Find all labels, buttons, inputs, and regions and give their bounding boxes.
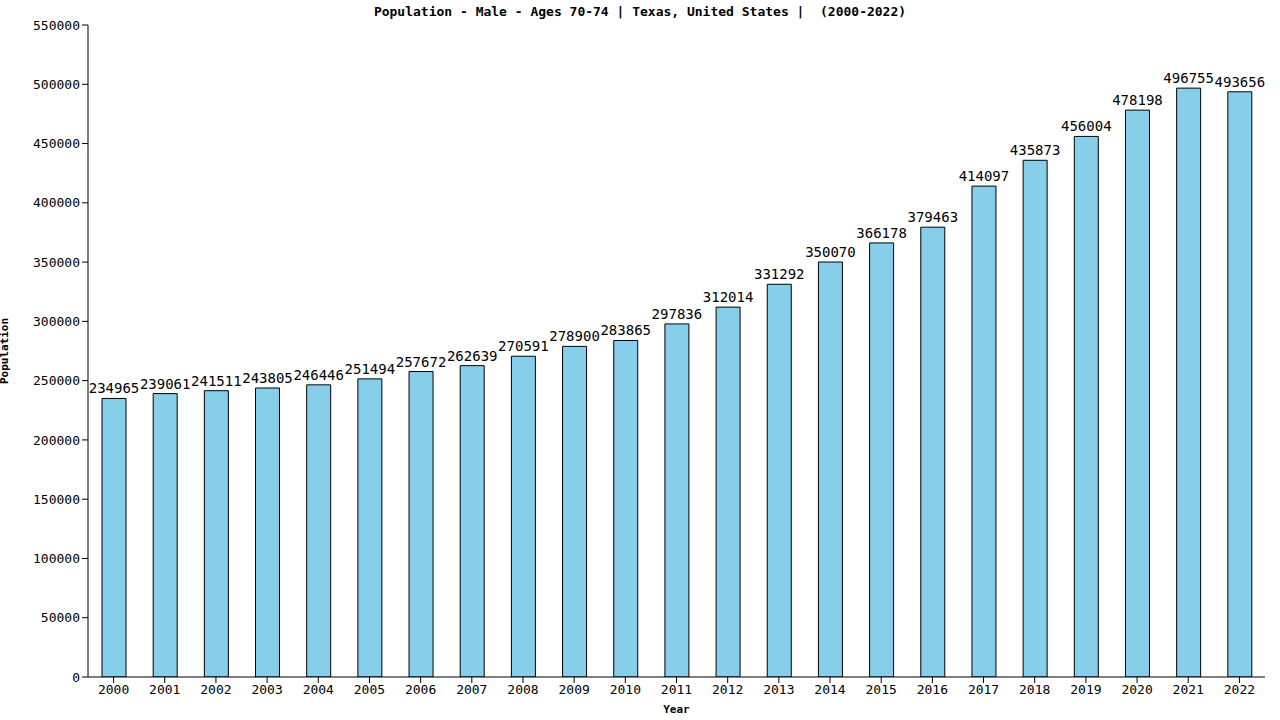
svg-text:150000: 150000 (33, 492, 80, 507)
svg-text:2010: 2010 (610, 682, 641, 697)
svg-text:2018: 2018 (1019, 682, 1050, 697)
html-text:Population - Male - Ages 70-74: Population - Male - Ages 70-74 | Texas, … (373, 4, 907, 19)
svg-text:400000: 400000 (33, 195, 80, 210)
svg-text:379463: 379463 (907, 209, 958, 225)
svg-text:200000: 200000 (33, 433, 80, 448)
svg-text:366178: 366178 (856, 225, 907, 241)
svg-text:2016: 2016 (917, 682, 948, 697)
svg-text:2017: 2017 (968, 682, 999, 697)
svg-text:331292: 331292 (754, 266, 805, 282)
svg-text:251494: 251494 (345, 361, 396, 377)
svg-text:2006: 2006 (405, 682, 436, 697)
svg-text:350070: 350070 (805, 244, 856, 260)
svg-text:550000: 550000 (33, 18, 80, 33)
svg-text:100000: 100000 (33, 551, 80, 566)
svg-text:2019: 2019 (1070, 682, 1101, 697)
svg-text:2002: 2002 (200, 682, 231, 697)
svg-text:300000: 300000 (33, 314, 80, 329)
svg-text:2008: 2008 (507, 682, 538, 697)
svg-text:Year: Year (663, 703, 690, 716)
svg-text:2021: 2021 (1173, 682, 1204, 697)
svg-text:283865: 283865 (600, 322, 651, 338)
svg-text:2004: 2004 (303, 682, 334, 697)
svg-text:234965: 234965 (89, 380, 140, 396)
svg-text:456004: 456004 (1061, 118, 1112, 134)
svg-text:278900: 278900 (549, 328, 600, 344)
svg-text:2009: 2009 (558, 682, 589, 697)
svg-text:262639: 262639 (447, 348, 498, 364)
svg-text:243805: 243805 (242, 370, 293, 386)
svg-text:500000: 500000 (33, 77, 80, 92)
svg-text:2000: 2000 (98, 682, 129, 697)
svg-text:250000: 250000 (33, 373, 80, 388)
svg-text:270591: 270591 (498, 338, 549, 354)
svg-text:246446: 246446 (293, 367, 344, 383)
svg-text:Population: Population (8, 318, 11, 384)
svg-text:2012: 2012 (712, 682, 743, 697)
svg-text:496755: 496755 (1163, 70, 1214, 86)
svg-text:2001: 2001 (149, 682, 180, 697)
svg-text:435873: 435873 (1010, 142, 1061, 158)
svg-text:2011: 2011 (661, 682, 692, 697)
svg-text:2003: 2003 (251, 682, 282, 697)
svg-text:2020: 2020 (1121, 682, 1152, 697)
svg-text:2014: 2014 (814, 682, 845, 697)
svg-text:2022: 2022 (1224, 682, 1255, 697)
svg-text:350000: 350000 (33, 255, 80, 270)
svg-text:241511: 241511 (191, 373, 242, 389)
svg-text:478198: 478198 (1112, 92, 1163, 108)
svg-text:493656: 493656 (1215, 74, 1266, 90)
svg-text:2015: 2015 (866, 682, 897, 697)
svg-text:2005: 2005 (354, 682, 385, 697)
svg-text:414097: 414097 (959, 168, 1010, 184)
svg-text:0: 0 (72, 670, 80, 685)
svg-text:2007: 2007 (456, 682, 487, 697)
svg-text:2013: 2013 (763, 682, 794, 697)
svg-text:239061: 239061 (140, 376, 191, 392)
svg-text:50000: 50000 (41, 610, 80, 625)
svg-text:450000: 450000 (33, 136, 80, 151)
svg-text:257672: 257672 (396, 354, 447, 370)
svg-text:312014: 312014 (703, 289, 754, 305)
svg-text:297836: 297836 (652, 306, 703, 322)
